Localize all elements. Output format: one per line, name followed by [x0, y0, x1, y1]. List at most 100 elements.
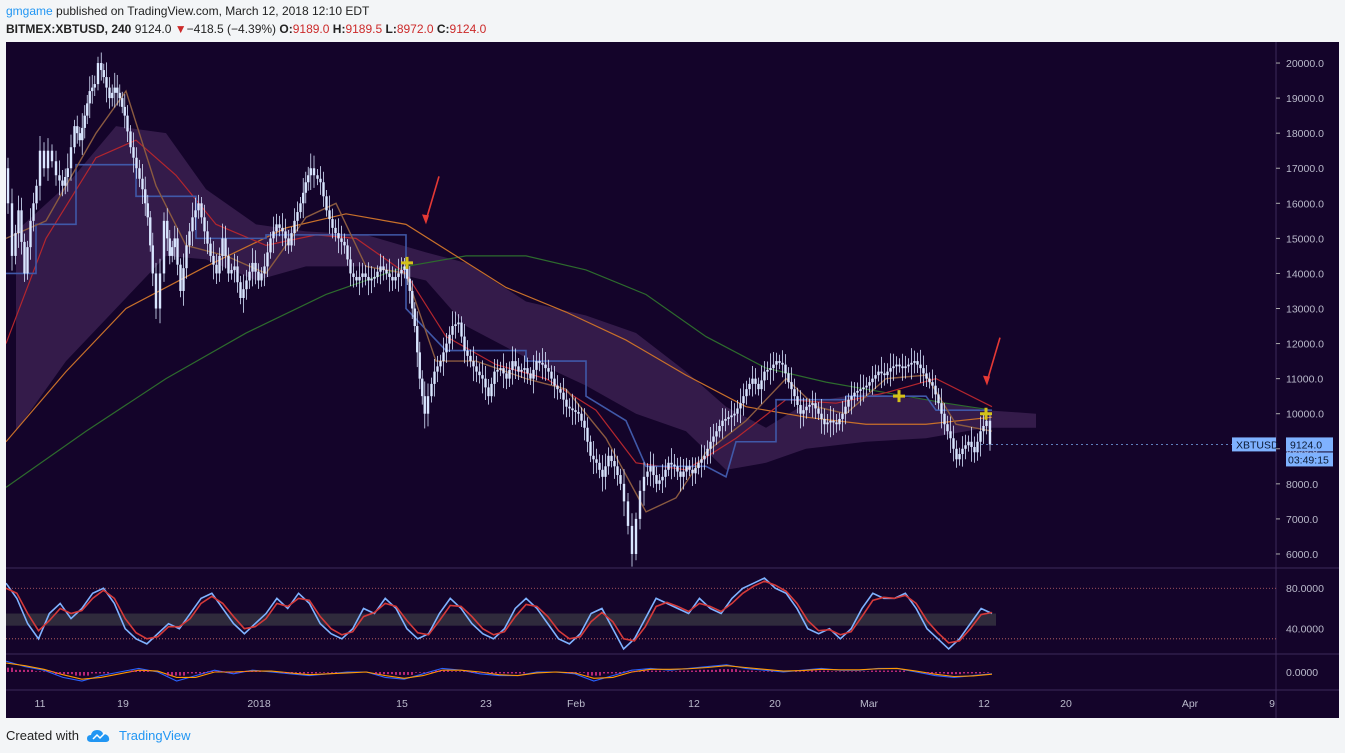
candle-body: [38, 150, 42, 186]
candle-body: [6, 168, 10, 204]
candle-body: [302, 192, 305, 204]
price-tick-label: 15000.0: [1286, 233, 1324, 245]
close-value: 9124.0: [449, 22, 487, 36]
candle-body: [242, 289, 245, 298]
candle-body: [260, 273, 263, 281]
candle-body: [586, 427, 589, 442]
candle-body: [901, 366, 904, 369]
candle-body: [382, 266, 385, 270]
candle-body: [312, 168, 316, 176]
candle-body: [176, 238, 179, 265]
candle-body: [634, 518, 638, 554]
candle-body: [14, 233, 17, 256]
candle-body: [168, 238, 171, 256]
candle-body: [426, 396, 430, 414]
publish-info: gmgame published on TradingView.com, Mar…: [6, 4, 369, 18]
candle-body: [907, 364, 910, 367]
symbol-info: BITMEX:XBTUSD, 240 9124.0 ▼−418.5 (−4.39…: [6, 22, 486, 36]
candle-body: [284, 231, 287, 239]
candle-body: [730, 415, 733, 418]
candle-body: [736, 408, 739, 414]
candle-body: [781, 362, 784, 365]
candle-body: [718, 425, 721, 432]
candle-body: [562, 392, 565, 400]
high-label: H:: [332, 22, 346, 36]
candle-body: [664, 469, 667, 477]
candle-body: [35, 185, 38, 204]
candle-body: [958, 454, 961, 460]
candle-body: [331, 219, 334, 228]
close-label: C:: [436, 22, 450, 36]
candle-body: [805, 406, 808, 411]
candle-body: [442, 352, 445, 362]
candle-body: [233, 266, 236, 270]
candle-body: [727, 417, 730, 419]
candle-body: [263, 266, 266, 274]
candle-body: [188, 231, 191, 246]
candle-body: [835, 422, 838, 425]
author-link[interactable]: gmgame: [6, 4, 53, 18]
candle-body: [847, 399, 850, 407]
candle-body: [61, 180, 64, 186]
chart-area[interactable]: 20000.0 19000.0 18000.0 17000.0 16000.0 15000…: [6, 42, 1339, 718]
candle-body: [601, 469, 604, 477]
candle-body: [20, 210, 23, 242]
oscillator-tick-label: 80.0000: [1286, 583, 1324, 595]
candle-body: [592, 455, 595, 460]
candle-body: [511, 361, 514, 370]
candle-body: [763, 371, 766, 381]
candle-body: [865, 385, 868, 388]
candle-body: [508, 369, 511, 379]
candle-body: [565, 399, 568, 407]
candle-body: [877, 371, 880, 376]
candle-body: [388, 273, 391, 277]
candle-body: [475, 366, 478, 372]
candle-body: [254, 262, 257, 272]
candle-body: [568, 406, 571, 409]
candle-body: [227, 255, 230, 274]
candle-body: [296, 212, 299, 221]
candle-body: [416, 326, 419, 353]
candle-body: [811, 403, 814, 405]
candle-body: [496, 369, 499, 372]
candle-body: [823, 418, 826, 425]
candle-body: [436, 366, 439, 372]
candle-body: [111, 92, 114, 99]
candle-body: [646, 471, 649, 477]
candle-body: [490, 383, 493, 397]
candle-body: [967, 441, 970, 446]
candle-body: [838, 418, 841, 425]
price-tick-label: 11000.0: [1286, 374, 1323, 386]
candle-body: [487, 387, 490, 397]
candle-body: [616, 466, 619, 476]
candle-body: [595, 459, 598, 463]
candle-body: [158, 273, 162, 309]
candle-body: [73, 126, 76, 148]
candle-body: [463, 336, 466, 351]
candle-body: [952, 438, 955, 449]
candle-body: [517, 366, 520, 372]
candle-body: [571, 408, 574, 411]
candle-body: [895, 364, 898, 367]
tradingview-brand-link[interactable]: TradingView: [118, 728, 191, 743]
price-tick-label: 13000.0: [1286, 304, 1324, 316]
candle-body: [352, 273, 355, 277]
candle-body: [626, 501, 630, 526]
candle-body: [859, 389, 862, 391]
candle-body: [316, 175, 319, 179]
candle-body: [182, 268, 185, 291]
candle-body: [69, 147, 73, 169]
price-badge: 9124.0: [1290, 439, 1322, 451]
annotation-arrow-head: [983, 375, 990, 386]
candle-body: [100, 63, 103, 71]
candle-body: [874, 375, 877, 379]
candle-body: [469, 355, 472, 362]
candle-body: [179, 264, 182, 291]
candle-body: [661, 476, 664, 481]
candle-body: [10, 203, 14, 256]
time-tick-label: 2018: [247, 698, 271, 710]
candle-body: [532, 369, 535, 379]
candle-body: [154, 273, 158, 309]
chart-svg[interactable]: 20000.0 19000.0 18000.0 17000.0 16000.0 15000…: [6, 42, 1339, 718]
low-label: L:: [385, 22, 397, 36]
